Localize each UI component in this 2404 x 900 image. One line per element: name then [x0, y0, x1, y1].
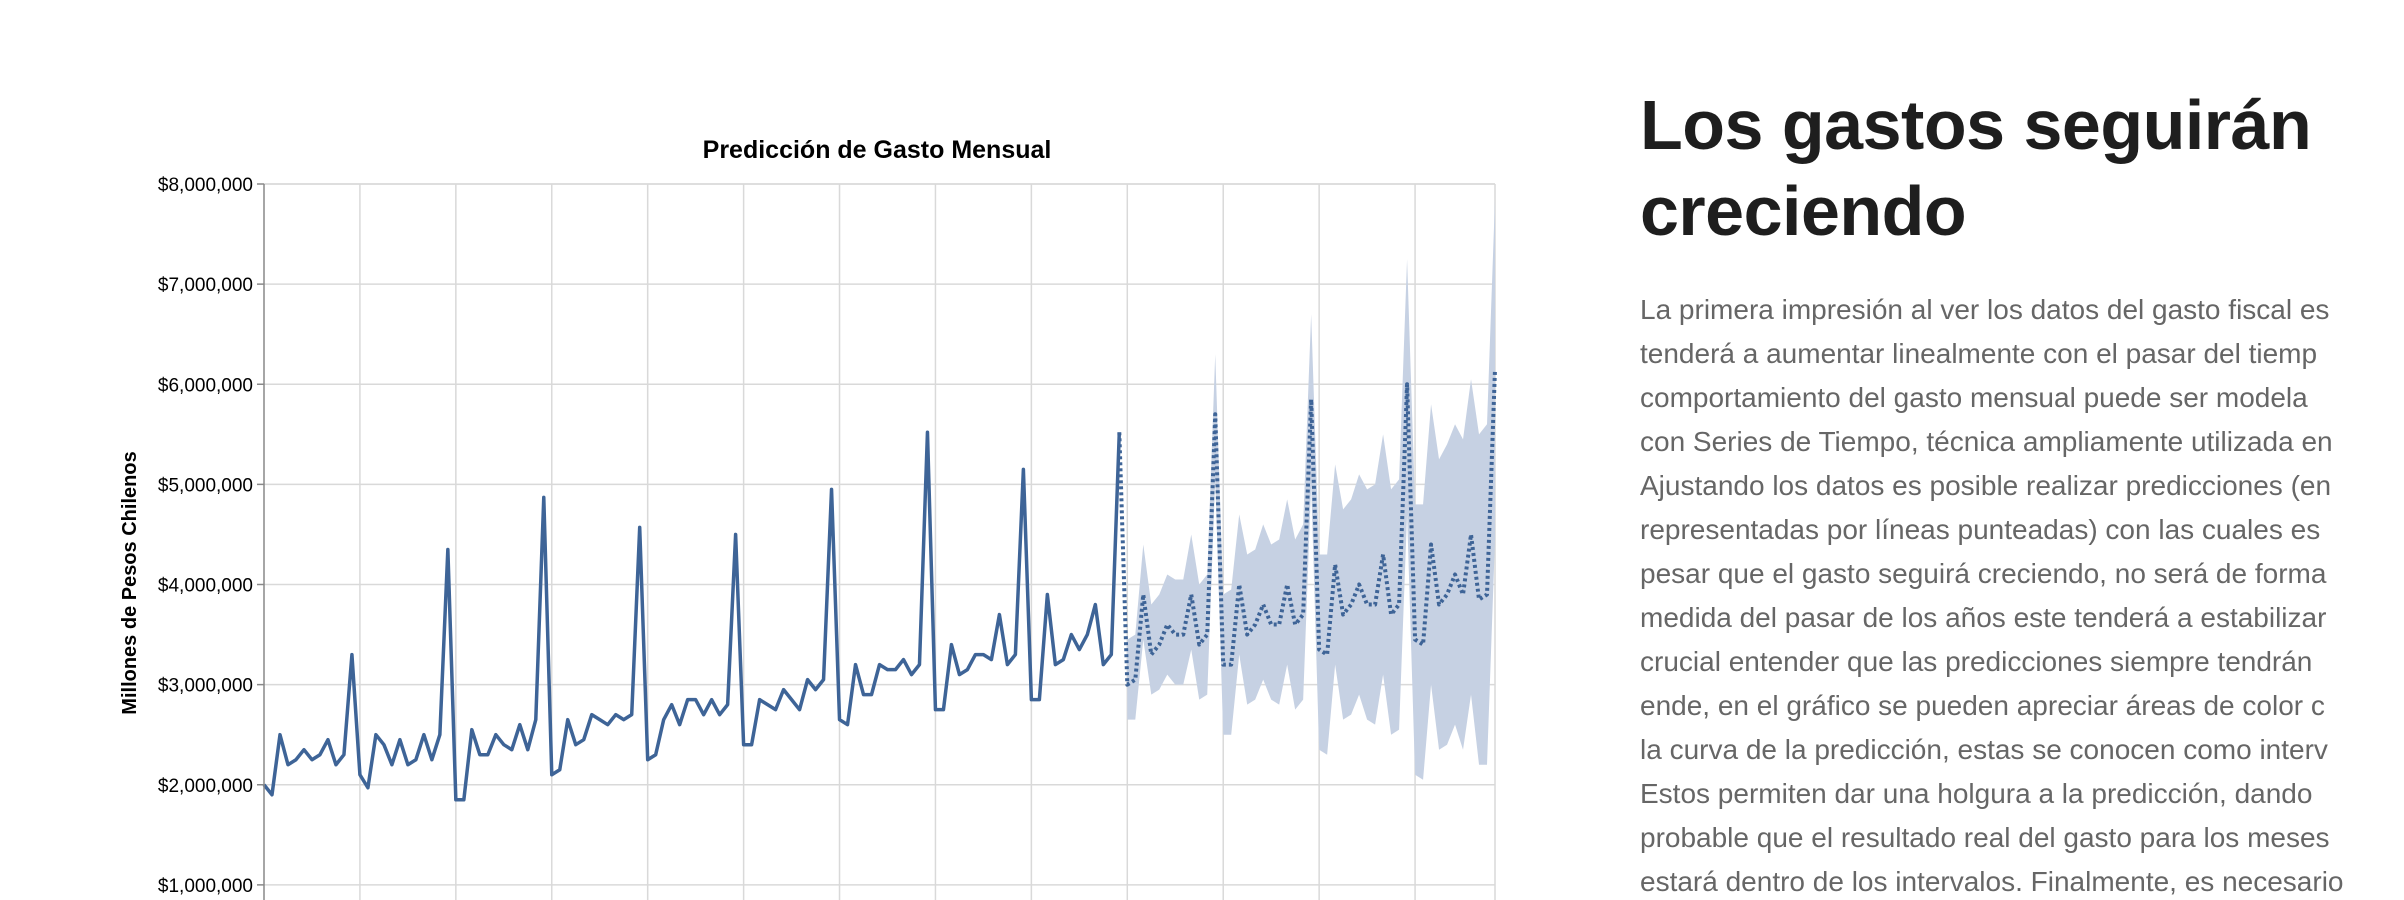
paragraph-line: estará dentro de los intervalos. Finalme… — [1640, 866, 2344, 897]
paragraph-line: Estos permiten dar una holgura a la pred… — [1640, 778, 2313, 809]
paragraph-line: la curva de la predicción, estas se cono… — [1640, 734, 2328, 765]
title-line: Los gastos seguirán — [1640, 86, 2312, 164]
paragraph-line: probable que el resultado real del gasto… — [1640, 822, 2330, 853]
y-tick-label: $8,000,000 — [158, 175, 253, 196]
paragraph-line: medida del pasar de los años este tender… — [1640, 602, 2327, 633]
grid — [264, 183, 1495, 900]
paragraph-line: comportamiento del gasto mensual puede s… — [1640, 382, 2308, 413]
y-tick-label: $5,000,000 — [158, 475, 253, 496]
paragraph-line: pesar que el gasto seguirá creciendo, no… — [1640, 558, 2327, 589]
confidence-band — [1127, 199, 1495, 780]
y-tick-label: $4,000,000 — [158, 576, 253, 597]
paragraph-line: crucial entender que las predicciones si… — [1640, 646, 2313, 677]
chart: Predicción de Gasto Mensual Millones de … — [119, 136, 1497, 900]
y-tick-label: $2,000,000 — [158, 776, 253, 797]
article-title: Los gastos seguirán creciendo — [1640, 82, 2404, 254]
chart-title: Predicción de Gasto Mensual — [703, 136, 1052, 164]
paragraph-line: tenderá a aumentar linealmente con el pa… — [1640, 338, 2318, 369]
y-axis-label: Millones de Pesos Chilenos — [119, 451, 141, 714]
y-tick-label: $3,000,000 — [158, 676, 253, 697]
y-tick-label: $1,000,000 — [158, 876, 253, 897]
article-paragraph: La primera impresión al ver los datos de… — [1640, 288, 2404, 900]
paragraph-line: Ajustando los datos es posible realizar … — [1640, 470, 2332, 501]
paragraph-line: representadas por líneas punteadas) con … — [1640, 514, 2321, 545]
history-line — [262, 430, 1122, 802]
paragraph-line: La primera impresión al ver los datos de… — [1640, 294, 2330, 325]
forecast-line — [1117, 369, 1497, 687]
y-tick-label: $6,000,000 — [158, 375, 253, 396]
article: Los gastos seguirán creciendo La primera … — [1640, 82, 2404, 900]
paragraph-line: ende, en el gráfico se pueden apreciar á… — [1640, 690, 2325, 721]
y-tick-label: $7,000,000 — [158, 275, 253, 296]
paragraph-line: con Series de Tiempo, técnica ampliament… — [1640, 426, 2333, 457]
title-line: creciendo — [1640, 172, 1967, 250]
